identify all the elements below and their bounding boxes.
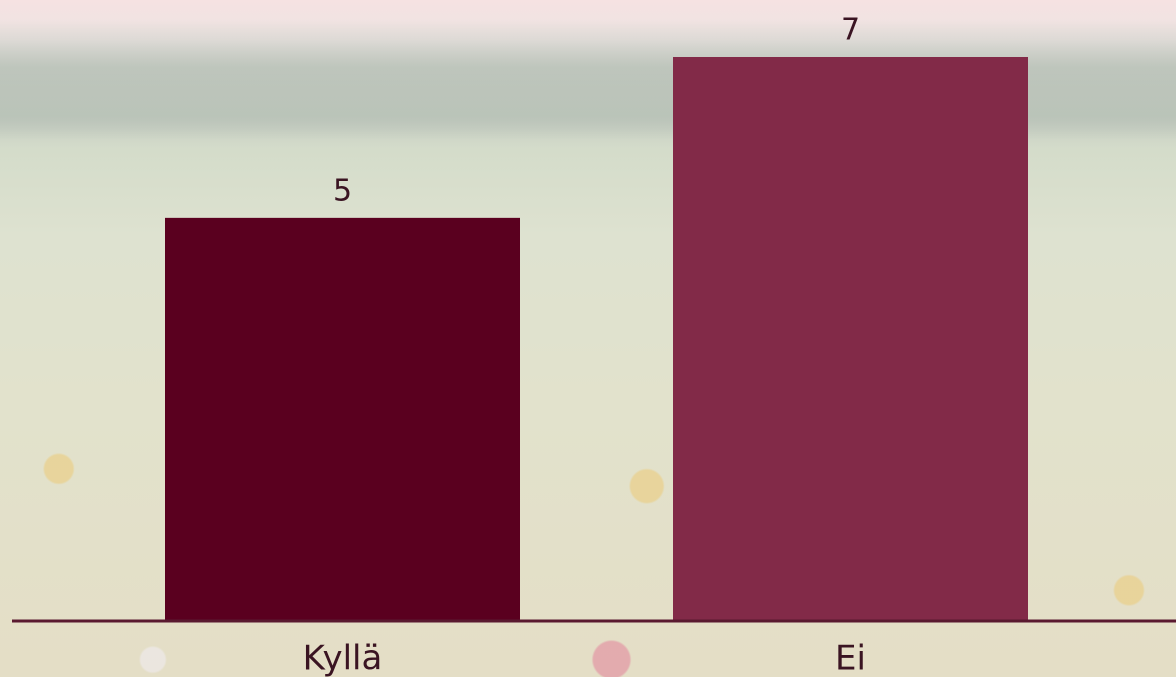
category-label: Ei [835,639,866,677]
bar [673,57,1028,620]
value-label: 7 [841,13,860,48]
category-label: Kyllä [303,639,383,677]
value-label: 5 [333,173,352,208]
bar [165,217,520,620]
